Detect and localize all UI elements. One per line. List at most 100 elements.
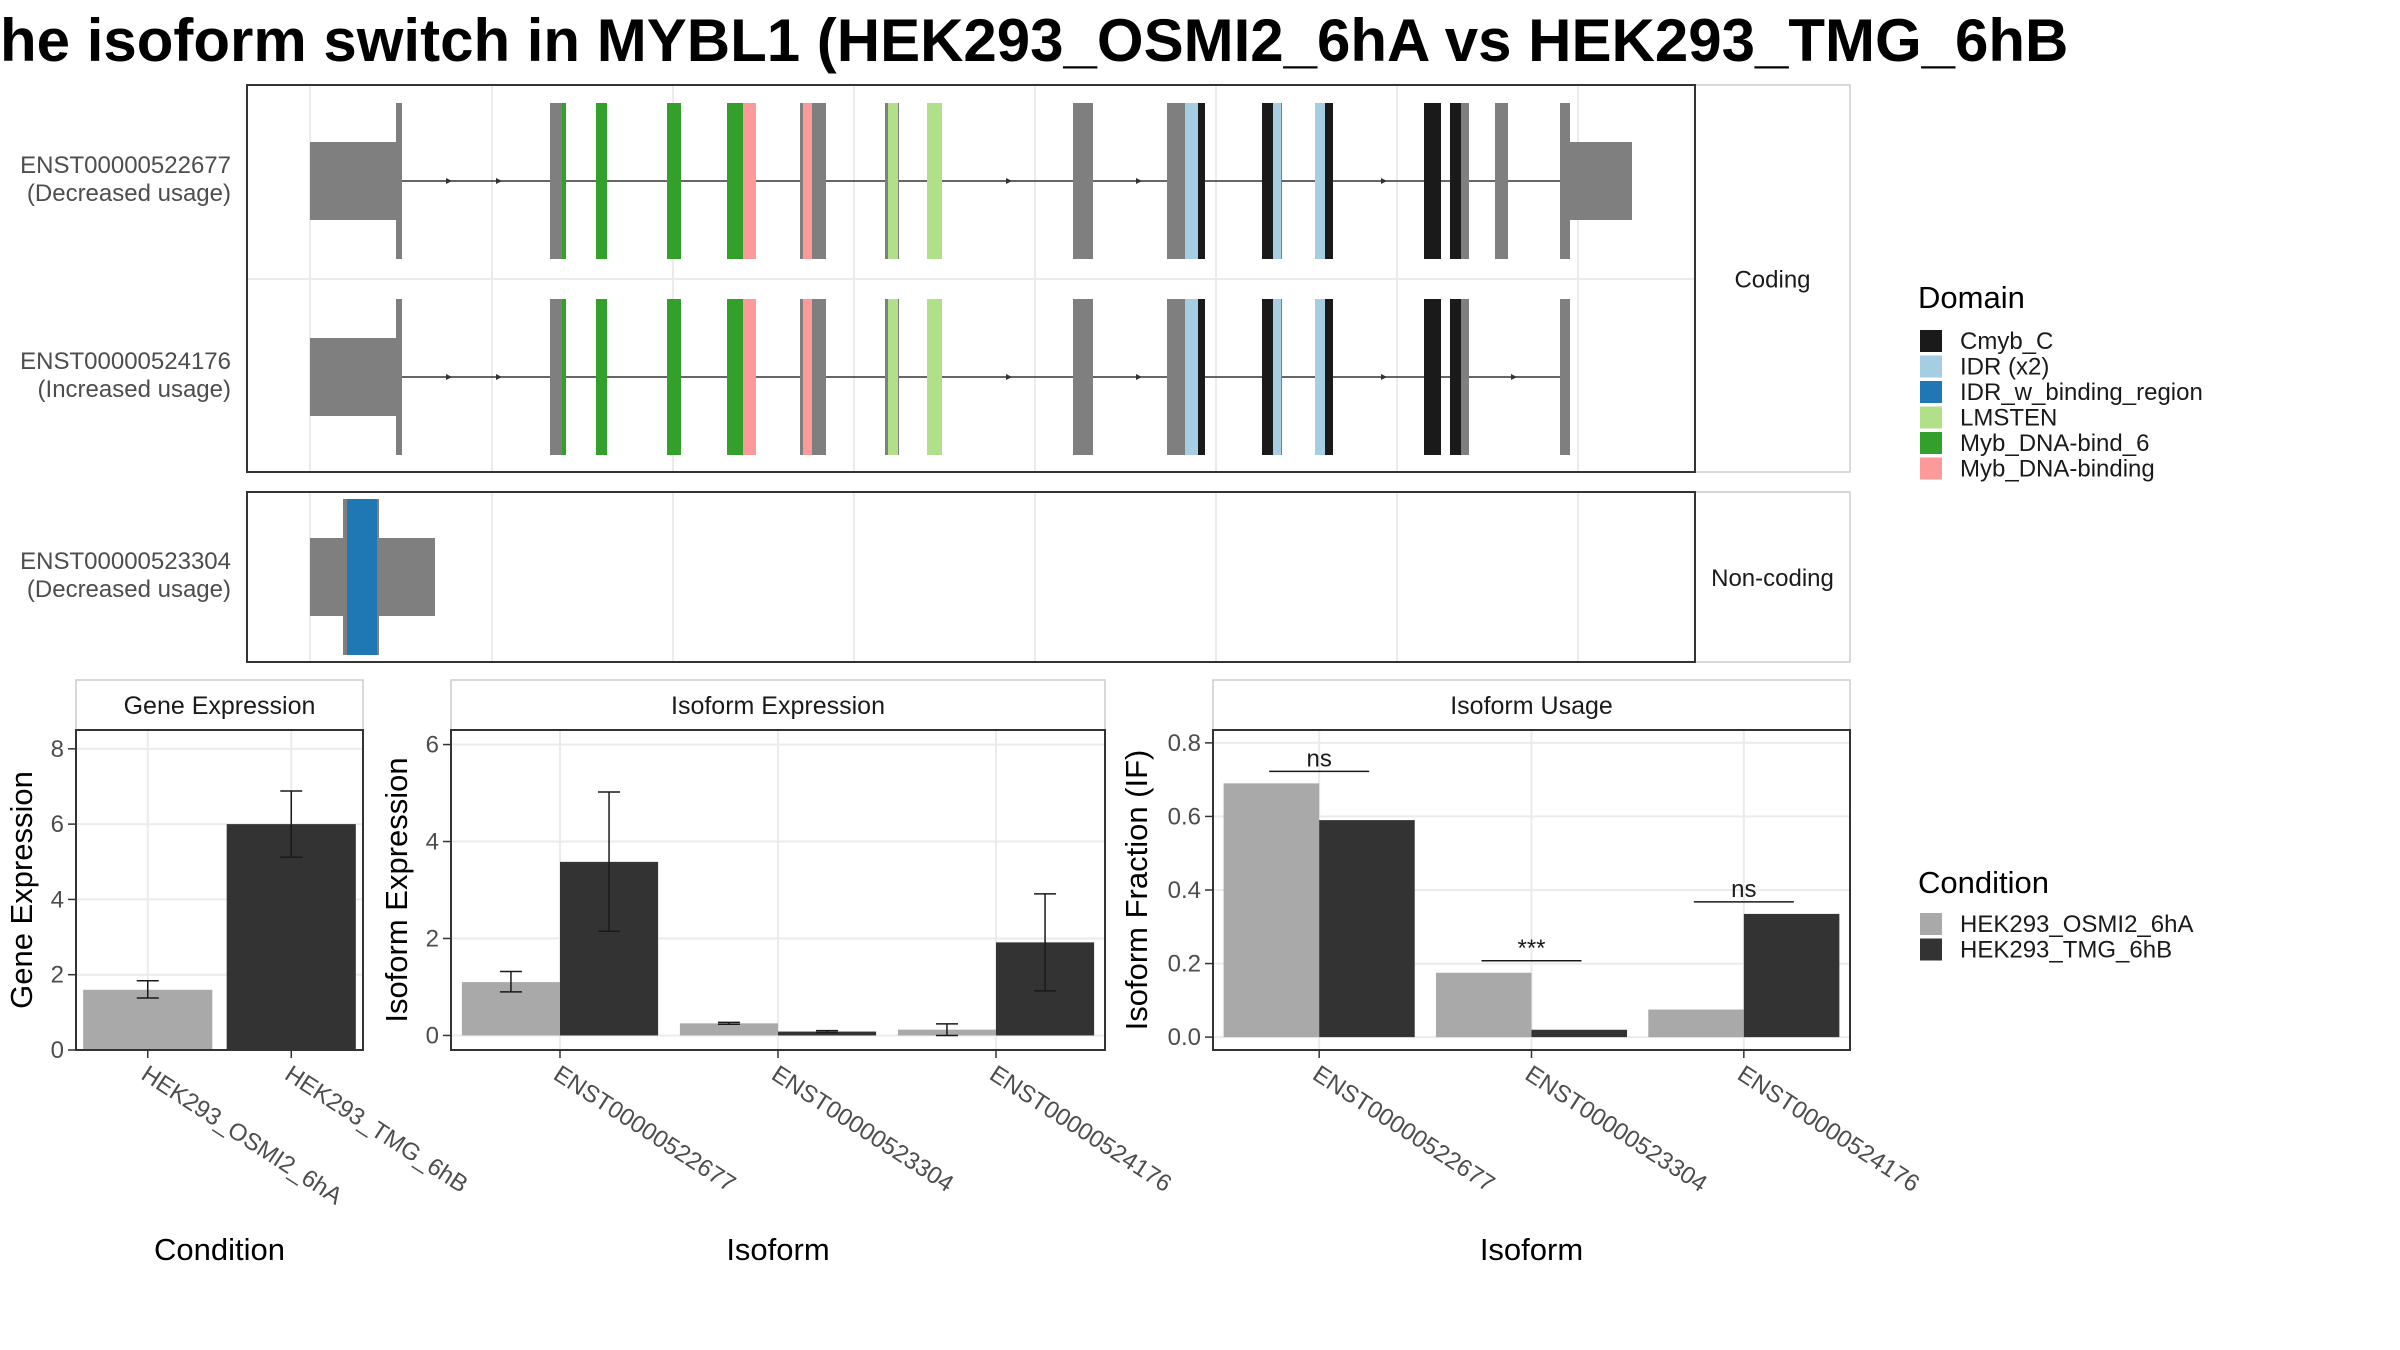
y-tick-label: 2 (426, 925, 439, 952)
exon-block (1563, 142, 1632, 220)
domain-block (1424, 103, 1441, 259)
exon-block (1073, 103, 1093, 259)
legend-label: LMSTEN (1960, 405, 2057, 432)
bar (778, 1031, 877, 1036)
x-axis-title: Isoform (726, 1232, 829, 1267)
significance-label: ns (1731, 876, 1756, 903)
transcript-name-label: ENST00000524176 (20, 348, 231, 375)
structure-panel-border (246, 491, 1696, 663)
legend-key-5 (1920, 457, 1942, 480)
bar (1223, 783, 1320, 1038)
y-tick-label: 0.0 (1168, 1024, 1201, 1051)
condition-legend-label: HEK293_OSMI2_6hA (1960, 911, 2193, 938)
strand-arrow (446, 374, 452, 380)
domain-block (1262, 299, 1273, 455)
exon-block (310, 142, 400, 220)
condition-legend-label: HEK293_TMG_6hB (1960, 937, 2172, 964)
y-tick-label: 0.6 (1168, 803, 1201, 830)
strand-arrow (1006, 178, 1012, 184)
y-tick-label: 0 (426, 1022, 439, 1049)
exon-block (1560, 299, 1570, 455)
domain-block (927, 299, 942, 455)
domain-block (347, 499, 377, 655)
domain-block (1198, 103, 1205, 259)
x-tick-label: ENST00000522677 (549, 1060, 741, 1197)
domain-block (1198, 299, 1205, 455)
exon-block (1073, 299, 1093, 455)
domain-block (562, 103, 566, 259)
domain-block (1262, 103, 1273, 259)
domain-block (667, 299, 681, 455)
y-tick-label: 6 (51, 811, 64, 838)
legend-label: IDR (x2) (1960, 354, 2049, 381)
domain-block (1315, 103, 1325, 259)
x-tick-label: ENST00000523304 (1520, 1060, 1712, 1197)
y-tick-label: 4 (51, 886, 64, 913)
legend-label: Myb_DNA-binding (1960, 456, 2155, 483)
y-tick-label: 0.8 (1168, 730, 1201, 757)
domain-block (1424, 299, 1441, 455)
strip-label: Isoform Usage (1450, 692, 1613, 720)
strand-arrow (496, 374, 502, 380)
legend-label: IDR_w_binding_region (1960, 379, 2203, 406)
transcript-name-label: ENST00000522677 (20, 152, 231, 179)
strand-arrow (1136, 374, 1142, 380)
exon-block (1495, 103, 1508, 259)
strand-arrow (496, 178, 502, 184)
x-tick-label: ENST00000524176 (1733, 1060, 1925, 1197)
y-axis-title: Gene Expression (4, 771, 39, 1009)
legend-key-1 (1920, 355, 1942, 378)
domain-block (596, 103, 607, 259)
domain-legend-title: Domain (1918, 280, 2025, 315)
domain-block (1185, 299, 1198, 455)
domain-block (596, 299, 607, 455)
exon-block (310, 338, 400, 416)
legend-label: Cmyb_C (1960, 328, 2053, 355)
condition-legend-key-1 (1920, 938, 1942, 961)
domain-block (1325, 299, 1333, 455)
x-axis-title: Condition (154, 1232, 285, 1267)
x-tick-label: ENST00000524176 (985, 1060, 1177, 1197)
structure-panel-bg (247, 492, 1695, 662)
strip-background (1694, 84, 1851, 473)
chart-title: he isoform switch in MYBL1 (HEK293_OSMI2… (0, 7, 2069, 74)
transcript-usage-label: (Decreased usage) (27, 576, 231, 603)
y-tick-label: 0.4 (1168, 877, 1201, 904)
legend-key-2 (1920, 381, 1942, 403)
strip-label: Non-coding (1711, 565, 1834, 592)
strip-background (450, 679, 1106, 731)
y-tick-label: 2 (51, 962, 64, 989)
legend-key-3 (1920, 406, 1942, 429)
condition-legend-key-0 (1920, 913, 1942, 935)
strip-background (1212, 679, 1851, 731)
transcript-usage-label: (Increased usage) (38, 376, 231, 403)
exon-block (396, 299, 402, 455)
strip-label: Isoform Expression (671, 692, 885, 720)
bar (226, 824, 356, 1050)
domain-block (888, 103, 898, 259)
strand-arrow (1511, 374, 1517, 380)
condition-legend-title: Condition (1918, 865, 2049, 900)
domain-block (927, 103, 942, 259)
domain-block (562, 299, 566, 455)
x-tick-label: ENST00000522677 (1308, 1060, 1500, 1197)
x-axis-title: Isoform (1480, 1232, 1583, 1267)
y-tick-label: 4 (426, 829, 439, 856)
bar (1435, 972, 1532, 1038)
bar (83, 989, 213, 1050)
strand-arrow (1381, 178, 1387, 184)
bar-panel-border (75, 729, 364, 1051)
strip-label: Gene Expression (124, 692, 316, 720)
domain-block (803, 299, 812, 455)
transcript-name-label: ENST00000523304 (20, 548, 231, 575)
bar (1648, 1009, 1744, 1038)
significance-label: ns (1306, 745, 1331, 772)
strip-label: Coding (1734, 267, 1810, 294)
y-tick-label: 6 (426, 732, 439, 759)
domain-block (743, 103, 756, 259)
bar (1319, 820, 1415, 1038)
y-tick-label: 0.2 (1168, 951, 1201, 978)
domain-block (1450, 103, 1461, 259)
strand-arrow (1136, 178, 1142, 184)
